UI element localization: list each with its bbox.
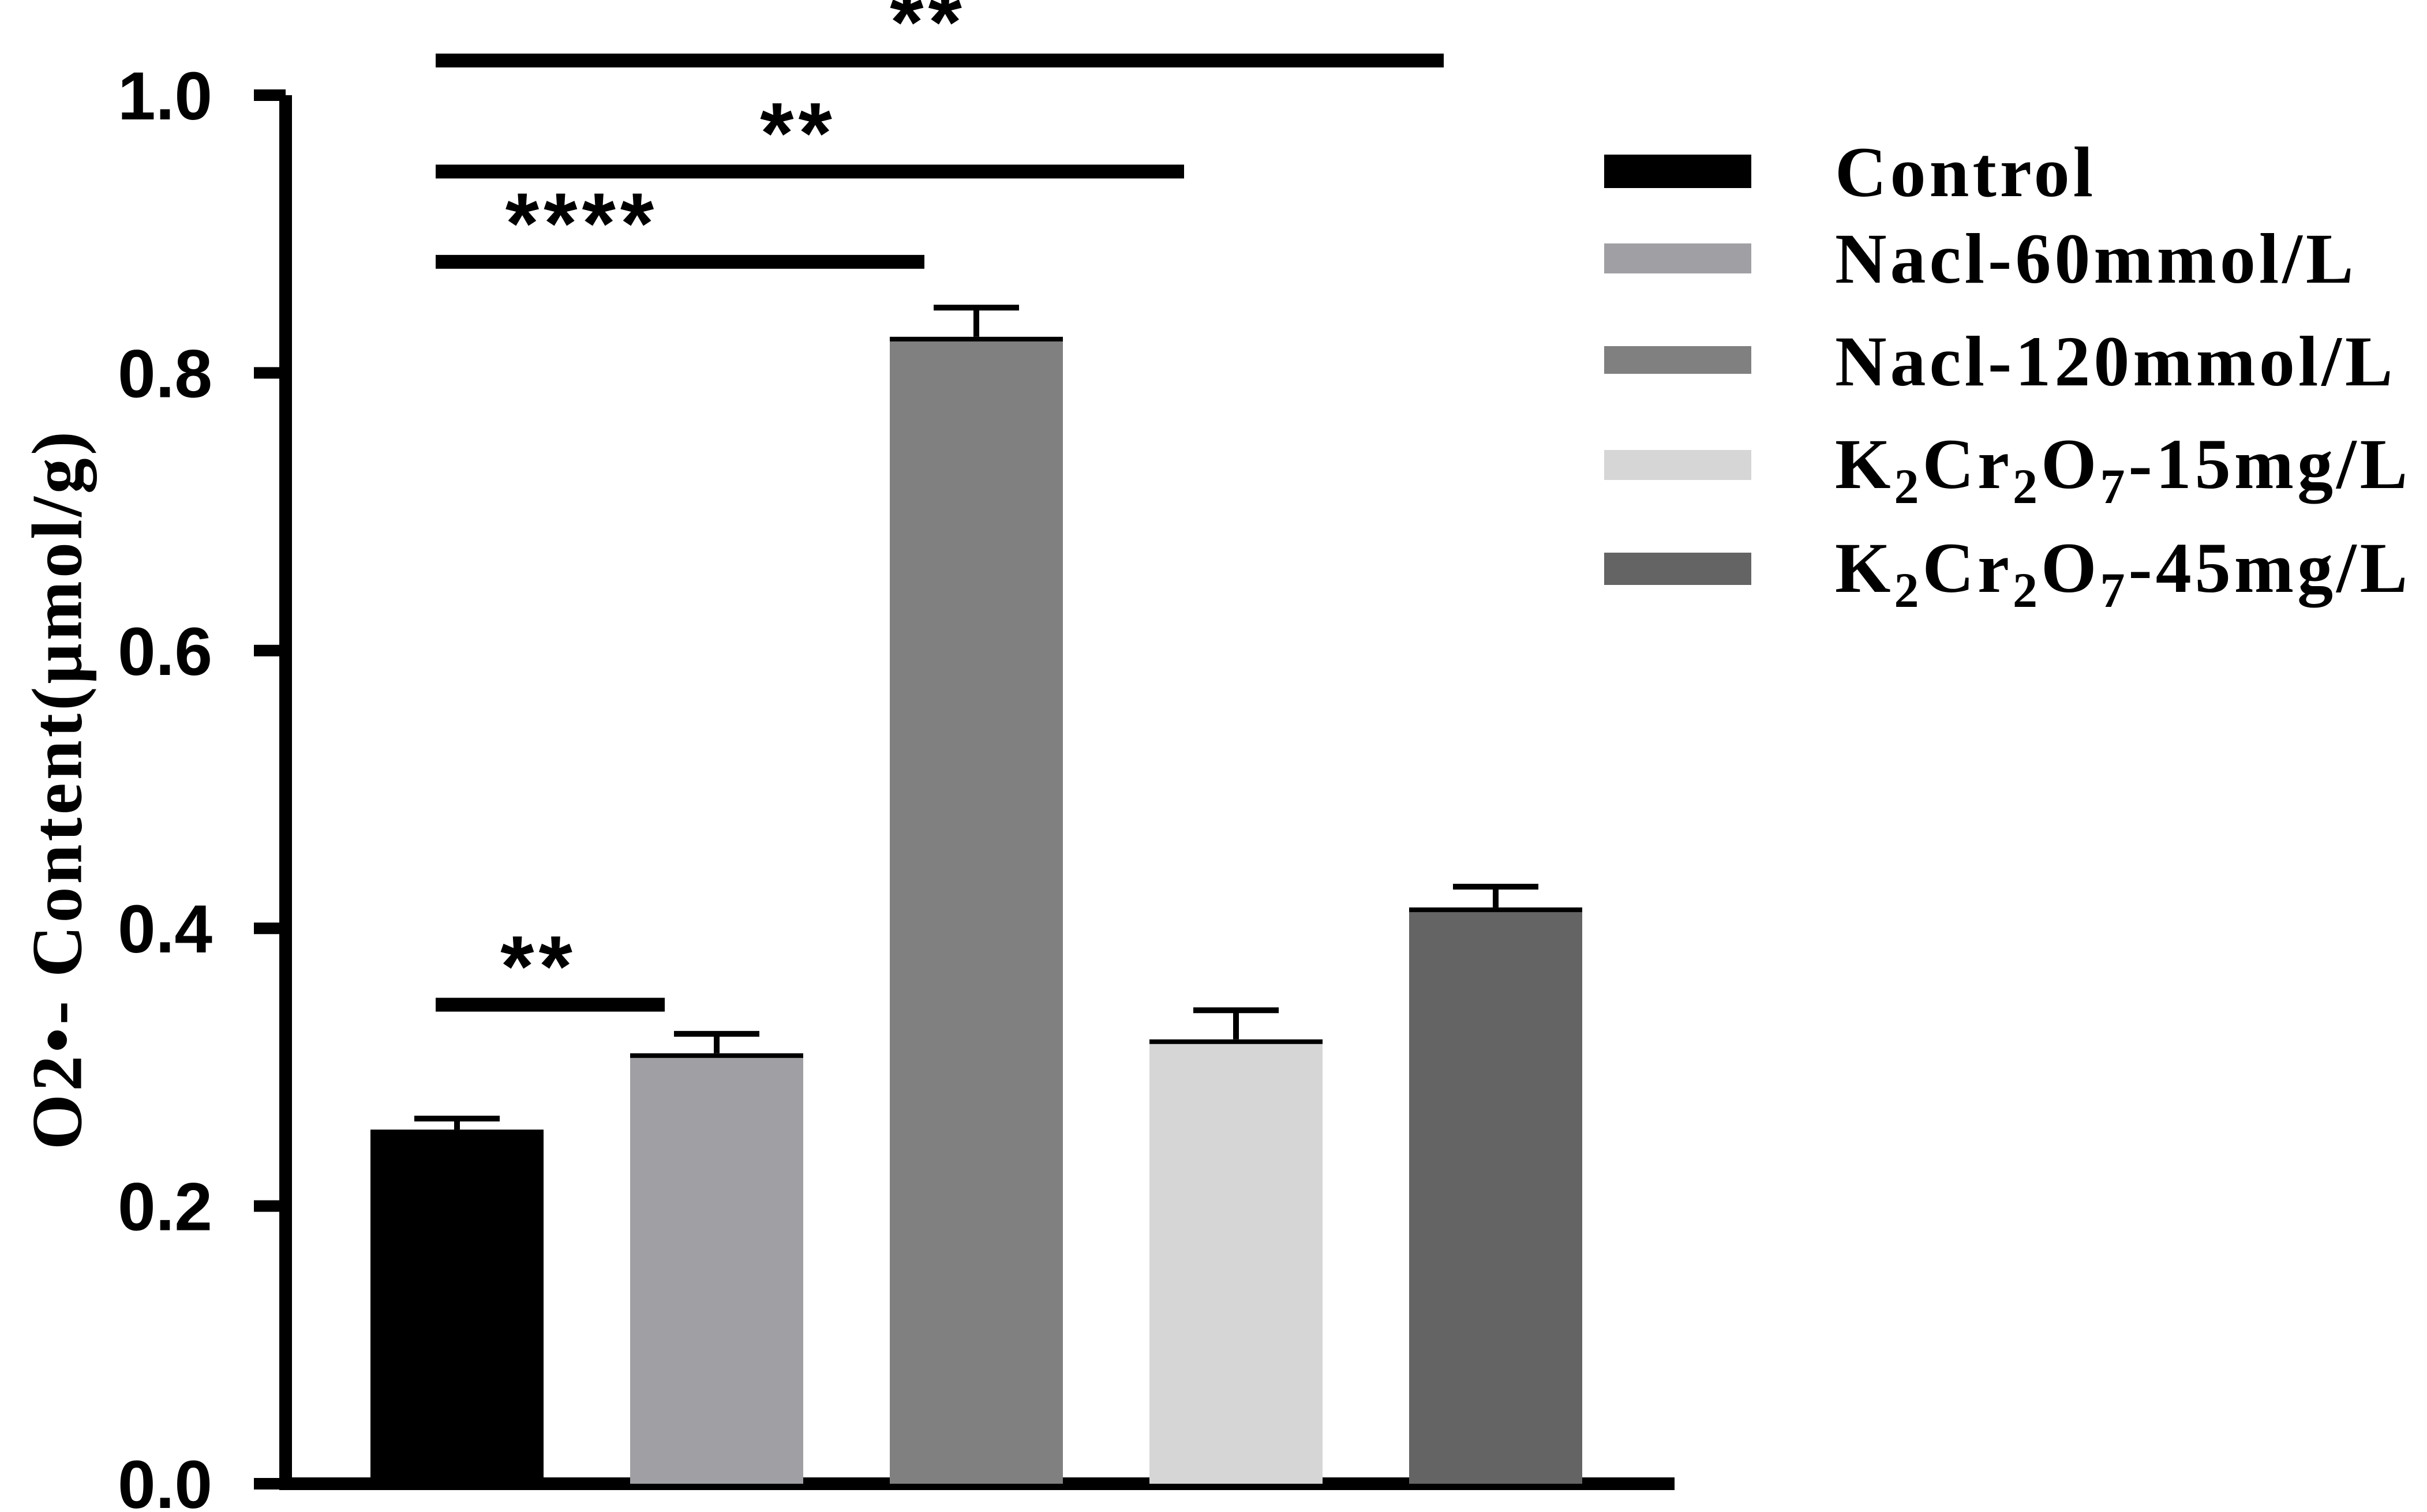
- legend-swatch-control: [1604, 155, 1751, 188]
- legend-label-nacl-120: Nacl-120mmol/L: [1835, 322, 2396, 401]
- y-ticks: 0.0 0.2 0.4 0.6 0.8 1.0: [118, 58, 286, 1512]
- significance-label: **: [500, 918, 577, 1015]
- legend-swatch-nacl-60: [1604, 243, 1751, 273]
- y-tick-label: 0.4: [118, 891, 212, 967]
- bar: [1409, 907, 1582, 1484]
- y-tick-label: 1.0: [118, 58, 212, 134]
- legend-swatch-nacl-120: [1604, 346, 1751, 374]
- significance-label: **: [760, 84, 837, 181]
- legend-label-control: Control: [1835, 133, 2096, 212]
- bars: [370, 305, 1582, 1484]
- significance-label: ****: [505, 175, 659, 272]
- legend-label-nacl-60: Nacl-60mmol/L: [1835, 219, 2357, 298]
- legend: Control Nacl-60mmol/L Nacl-120mmol/L K2C…: [1604, 133, 2411, 618]
- significance-brackets: **********: [436, 0, 1444, 1015]
- significance-label: **: [890, 0, 967, 70]
- bar: [630, 1053, 803, 1484]
- legend-label-k2cr2o7-45: K2Cr2O7-45mg/L: [1835, 528, 2411, 618]
- bar: [890, 336, 1063, 1484]
- legend-swatch-k2cr2o7-45: [1604, 553, 1751, 585]
- y-tick-label: 0.0: [118, 1447, 212, 1512]
- y-tick-label: 0.2: [118, 1169, 212, 1245]
- y-tick-label: 0.8: [118, 336, 212, 412]
- bar: [1149, 1039, 1323, 1484]
- y-tick-label: 0.6: [118, 614, 212, 690]
- legend-swatch-k2cr2o7-15: [1604, 450, 1751, 480]
- bar: [370, 1130, 544, 1484]
- legend-label-k2cr2o7-15: K2Cr2O7-15mg/L: [1835, 425, 2411, 514]
- y-axis-title: O2•- Content(μmol/g): [17, 429, 97, 1150]
